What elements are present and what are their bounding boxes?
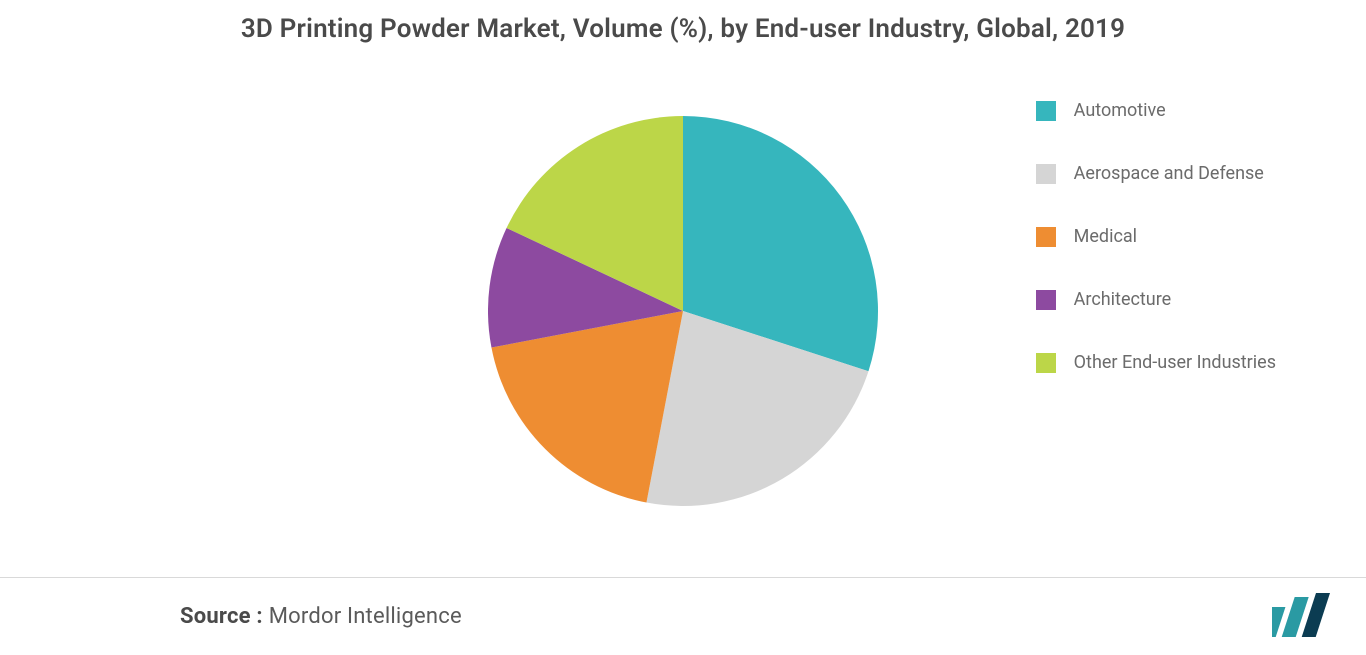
source-value: Mordor Intelligence	[269, 604, 462, 629]
legend-item-0: Automotive	[1036, 100, 1276, 121]
legend-swatch-1	[1036, 164, 1056, 184]
chart-title: 3D Printing Powder Market, Volume (%), b…	[0, 0, 1366, 44]
legend: Automotive Aerospace and Defense Medical Ar…	[1036, 100, 1276, 373]
footer: Source : Mordor Intelligence	[0, 577, 1366, 655]
legend-swatch-2	[1036, 227, 1056, 247]
brand-logo-icon	[1272, 593, 1332, 637]
legend-item-4: Other End-user Industries	[1036, 352, 1276, 373]
source-label: Source :	[180, 604, 263, 629]
legend-item-1: Aerospace and Defense	[1036, 163, 1276, 184]
legend-label-4: Other End-user Industries	[1074, 352, 1276, 373]
legend-swatch-0	[1036, 101, 1056, 121]
legend-swatch-3	[1036, 290, 1056, 310]
legend-item-2: Medical	[1036, 226, 1276, 247]
legend-swatch-4	[1036, 353, 1056, 373]
legend-label-0: Automotive	[1074, 100, 1166, 121]
pie-svg	[488, 116, 878, 506]
legend-label-2: Medical	[1074, 226, 1137, 247]
legend-item-3: Architecture	[1036, 289, 1276, 310]
pie-chart	[488, 116, 878, 510]
legend-label-3: Architecture	[1074, 289, 1172, 310]
legend-label-1: Aerospace and Defense	[1074, 163, 1264, 184]
